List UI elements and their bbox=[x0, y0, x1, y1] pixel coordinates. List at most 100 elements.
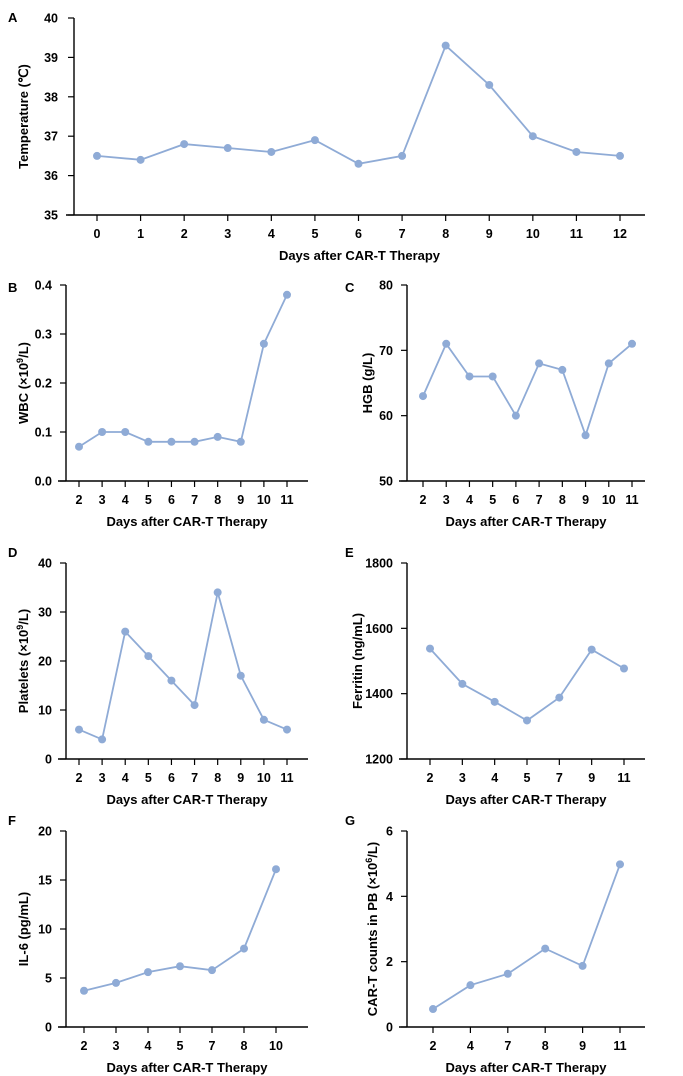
panel-a-x-tick-label: 10 bbox=[526, 227, 540, 241]
panel-a-y-tick-label: 37 bbox=[44, 130, 58, 144]
panel-e: E 1200 1400 1600 1800 2 3 4 5 7 9 11 Days after CAR-… bbox=[345, 545, 645, 807]
panel-e-letter: E bbox=[345, 545, 354, 560]
panel-c-data-point bbox=[628, 339, 636, 348]
panel-b-x-tick-label: 4 bbox=[122, 493, 129, 507]
panel-e-x-tick-label: 4 bbox=[491, 771, 498, 785]
panel-d-x-tick-label: 7 bbox=[191, 771, 198, 785]
panel-a-x-tick-label: 12 bbox=[613, 227, 627, 241]
panel-d-data-point bbox=[259, 715, 268, 724]
panel-d-data-point bbox=[75, 725, 83, 734]
panel-f-x-tick-label: 4 bbox=[145, 1039, 152, 1053]
panel-b-x-axis-title: Days after CAR-T Therapy bbox=[106, 514, 268, 529]
panel-b-data-point bbox=[236, 437, 245, 446]
panel-e-y-tick-label: 1400 bbox=[365, 687, 393, 701]
panel-f-x-tick-label: 7 bbox=[209, 1039, 216, 1053]
panel-f-x-tick-label: 3 bbox=[113, 1039, 120, 1053]
panel-a-data-point bbox=[223, 144, 232, 153]
panel-e-x-tick-label: 5 bbox=[524, 771, 531, 785]
panel-g-y-tick-label: 0 bbox=[386, 1021, 393, 1035]
panel-c-data-point bbox=[604, 359, 613, 368]
panel-f-y-tick-label: 15 bbox=[38, 874, 52, 888]
panel-d-x-tick-label: 11 bbox=[280, 771, 293, 785]
panel-a-x-tick-label: 9 bbox=[486, 227, 493, 241]
panel-a-x-tick-label: 6 bbox=[355, 227, 362, 241]
panel-c-x-tick-label: 10 bbox=[602, 493, 616, 507]
panel-c-data-point bbox=[488, 372, 497, 381]
panel-f-data-point bbox=[240, 944, 248, 953]
panel-a-data-point bbox=[310, 136, 319, 145]
panel-c: C 50 60 70 80 2 3 4 5 6 7 8 9 10 11 Days after CAR-T Th… bbox=[345, 279, 645, 529]
panel-b-data-point bbox=[144, 437, 153, 446]
panel-g-x-tick-label: 2 bbox=[430, 1039, 437, 1053]
panel-c-series-line bbox=[422, 341, 633, 439]
panel-c-x-axis-title: Days after CAR-T Therapy bbox=[445, 514, 607, 529]
panel-d-letter: D bbox=[8, 545, 17, 560]
panel-a-x-tick-label: 11 bbox=[570, 227, 583, 241]
panel-d-series-line bbox=[78, 592, 288, 741]
panel-c-data-point bbox=[442, 339, 451, 348]
panel-a-x-tick-label: 3 bbox=[224, 227, 231, 241]
panel-f-x-axis-title: Days after CAR-T Therapy bbox=[106, 1060, 268, 1075]
panel-e-data-point bbox=[523, 716, 531, 725]
panel-c-y-tick-label: 50 bbox=[379, 475, 393, 489]
panel-a-y-tick-label: 35 bbox=[44, 209, 58, 223]
panel-g-letter: G bbox=[345, 813, 355, 828]
panel-a-data-point bbox=[528, 132, 537, 141]
panel-d-y-tick-label: 30 bbox=[38, 606, 52, 620]
panel-b-data-point bbox=[75, 442, 83, 451]
panel-f-data-point bbox=[144, 968, 152, 977]
panel-a-data-point bbox=[572, 147, 581, 156]
panel-f-data-point bbox=[176, 962, 184, 971]
panel-c-x-tick-label: 9 bbox=[582, 493, 589, 507]
panel-d-x-tick-label: 3 bbox=[99, 771, 106, 785]
panel-f-y-tick-label: 10 bbox=[38, 923, 52, 937]
panel-d-y-tick-label: 40 bbox=[38, 557, 52, 571]
panel-d-x-tick-label: 9 bbox=[237, 771, 244, 785]
panel-g-series-line bbox=[432, 863, 621, 1010]
panel-e-data-point bbox=[458, 679, 467, 688]
panel-b-x-tick-label: 10 bbox=[257, 493, 271, 507]
panel-c-data-point bbox=[465, 372, 474, 381]
panel-e-data-point bbox=[555, 693, 564, 702]
panel-a-data-point bbox=[267, 147, 276, 156]
panel-a-series-line bbox=[96, 44, 621, 165]
panel-g-data-point bbox=[541, 944, 550, 953]
panel-g-data-point bbox=[503, 969, 512, 978]
panel-b-x-tick-label: 2 bbox=[76, 493, 83, 507]
panel-d-data-point bbox=[167, 676, 176, 685]
panel-b-y-axis-title: WBC (×109/L) bbox=[15, 342, 31, 424]
panel-b-x-tick-label: 9 bbox=[237, 493, 244, 507]
panel-g-data-point bbox=[466, 981, 475, 990]
panel-b-x-tick-label: 7 bbox=[191, 493, 198, 507]
panel-e-x-tick-label: 11 bbox=[617, 771, 630, 785]
panel-c-x-tick-label: 11 bbox=[625, 493, 638, 507]
panel-g-data-point bbox=[578, 961, 587, 970]
panel-g-x-tick-label: 11 bbox=[613, 1039, 626, 1053]
panel-f-data-point bbox=[208, 966, 216, 975]
panel-f-data-point bbox=[112, 978, 120, 987]
panel-g-y-tick-label: 4 bbox=[386, 890, 393, 904]
panel-g-data-point bbox=[616, 860, 624, 869]
panel-e-x-axis-title: Days after CAR-T Therapy bbox=[445, 792, 607, 807]
panel-g-data-point bbox=[429, 1005, 437, 1014]
panel-b-y-tick-label: 0.2 bbox=[35, 377, 52, 391]
panel-f-data-point bbox=[80, 986, 88, 995]
panel-d-x-tick-label: 10 bbox=[257, 771, 271, 785]
panel-c-x-tick-label: 4 bbox=[466, 493, 473, 507]
panel-g-x-tick-label: 9 bbox=[579, 1039, 586, 1053]
panel-d-data-point bbox=[98, 735, 107, 744]
panel-g: G 0 2 4 6 2 4 7 8 9 11 Days after CAR-T Therapy CAR-… bbox=[345, 813, 645, 1075]
panel-f-letter: F bbox=[8, 813, 16, 828]
panel-d-x-axis-title: Days after CAR-T Therapy bbox=[106, 792, 268, 807]
panel-d-x-tick-label: 4 bbox=[122, 771, 129, 785]
panel-e-data-point bbox=[426, 644, 434, 653]
panel-f-y-tick-label: 5 bbox=[45, 972, 52, 986]
panel-c-data-point bbox=[535, 359, 544, 368]
panel-b-data-point bbox=[283, 290, 291, 299]
panel-c-x-tick-label: 6 bbox=[512, 493, 519, 507]
panel-b-series-line bbox=[78, 294, 288, 448]
panel-d-y-tick-label: 20 bbox=[38, 655, 52, 669]
panel-d-data-point bbox=[121, 627, 130, 636]
panel-f-x-tick-label: 2 bbox=[81, 1039, 88, 1053]
panel-c-data-point bbox=[558, 365, 567, 374]
